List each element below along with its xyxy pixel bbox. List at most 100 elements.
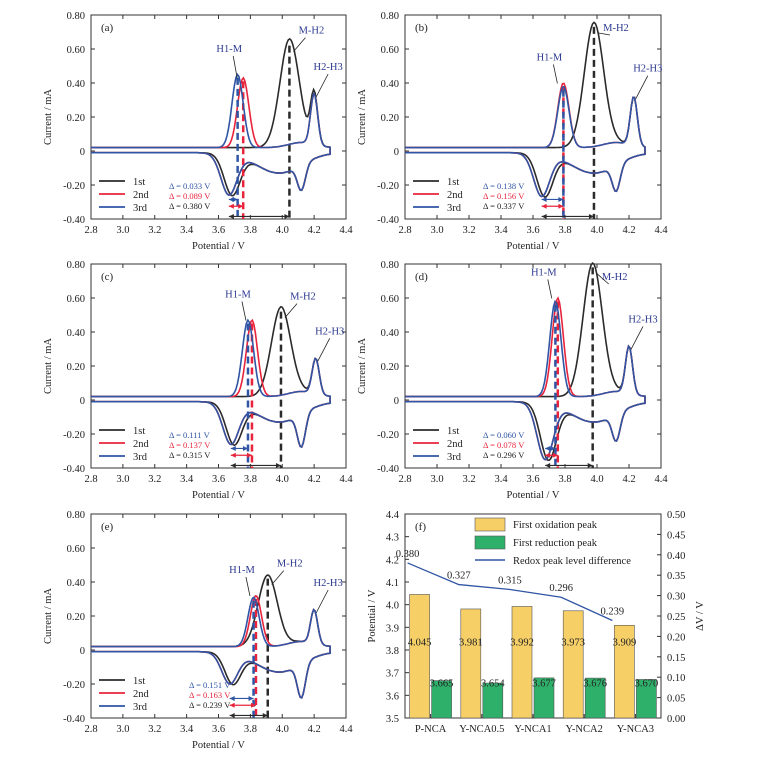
arrow-head [541,196,547,202]
y-tick-label: 0.80 [67,11,85,22]
cv-panel-1: 2.8 3.0 3.2 3.4 3.6 3.8 4.0 4.2 4.4 -0.40 -0.20 0 0.… [43,11,353,252]
legend-label: 1st [447,177,459,188]
x-tick-label: 3.4 [180,474,194,485]
cv-curve-2nd [405,82,646,198]
y-tick-label: 3.8 [386,646,399,657]
y-tick-label: 0.60 [381,45,399,56]
peak-arrow [245,576,251,597]
cv-curve-1st [405,21,646,198]
x-axis-label: Potential / V [192,740,245,751]
y-tick-label: 3.5 [386,714,399,725]
arrow-head [242,445,248,451]
y-tick-label: 0.40 [67,79,85,90]
delta-value: Δ = 0.315 V [169,450,211,460]
diff-value-label: 0.327 [447,571,471,582]
peak-label-h2h3: H2-H3 [314,62,343,73]
peak-arrow [317,338,331,362]
y-tick-label: 0.60 [381,294,399,305]
y-tick-label: -0.20 [63,680,85,691]
legend-label: Redox peak level difference [513,556,631,567]
arrow-head [284,213,290,219]
arrow-head [262,712,268,718]
panel-label: (a) [101,22,114,34]
legend-label: 1st [133,426,145,437]
y-tick-label: -0.40 [63,215,85,226]
y-tick-label: 0.40 [381,328,399,339]
bar-value-label: 3.981 [459,637,483,648]
x-tick-label: 2.8 [398,474,411,485]
bar-value-label: 3.670 [635,678,659,689]
y2-tick-label: 0.50 [667,510,685,521]
x-tick-label: 3.8 [244,225,257,236]
x-tick-label: 2.8 [84,225,97,236]
arrow-head [230,462,236,468]
arrow-head [545,452,551,458]
arrow-head [541,203,547,209]
y-tick-label: 0.20 [67,113,85,124]
peak-label-h2h3: H2-H3 [314,578,343,589]
plot-frame [404,263,662,469]
arrow-head [246,452,252,458]
x-tick-label: Y-NCA1 [514,724,551,735]
x-tick-label: 4.2 [622,225,635,236]
arrow-head [550,445,556,451]
y-tick-label: 0.80 [381,11,399,22]
x-tick-label: 4.2 [308,225,321,236]
panel-label: (d) [415,271,428,283]
bar-oxidation [511,606,533,719]
bar-value-label: 4.045 [408,637,432,648]
arrow-head [545,445,551,451]
y-tick-label: 4.4 [386,510,400,521]
cv-curve-3rd [405,85,646,198]
cv-panel-5: 2.8 3.0 3.2 3.4 3.6 3.8 4.0 4.2 4.4 -0.40 -0.20 0 0.… [43,510,353,751]
x-tick-label: 4.2 [308,474,321,485]
y-tick-label: -0.20 [377,430,399,441]
y-tick-label: 3.9 [386,623,399,634]
y-axis-label: Current / mA [43,338,54,394]
delta-value: Δ = 0.380 V [169,201,211,211]
y-tick-label: -0.20 [63,430,85,441]
bar-panel-f: 3.5 3.6 3.7 3.8 3.9 4.0 4.1 4.2 4.3 4.4 0.00 0.05 0.… [367,510,706,735]
y-tick-label: 0.20 [381,113,399,124]
x-tick-label: 3.6 [526,474,539,485]
arrow-head [587,462,593,468]
x-tick-label: 2.8 [84,474,97,485]
panel-label: (b) [415,22,428,34]
x-tick-label: 4.2 [308,724,321,735]
y-axis-label: Potential / V [367,589,378,642]
y-axis-label: Current / mA [357,338,368,394]
legend-label: 3rd [447,452,462,463]
cv-curve-2nd [405,296,646,461]
x-tick-label: 2.8 [84,724,97,735]
y-tick-label: 0.20 [67,612,85,623]
x-tick-label: 4.4 [654,474,668,485]
x-tick-label: 3.0 [116,724,129,735]
x-axis-label: Potential / V [507,241,560,252]
arrow-head [228,203,234,209]
legend-label: 3rd [447,203,462,214]
cv-curve-2nd [91,76,331,196]
x-tick-label: 3.0 [430,474,443,485]
legend-label: 2nd [447,439,464,450]
bar-value-label: 3.992 [510,637,534,648]
cv-curve-3rd [91,72,331,196]
peak-arrow [315,73,329,98]
y-tick-label: -0.40 [63,464,85,475]
y-axis-label: Current / mA [357,89,368,145]
y-tick-label: 0.80 [381,260,399,271]
legend-label: 2nd [133,689,150,700]
peak-arrow [596,273,609,285]
cv-curve-2nd [91,318,331,449]
arrow-head [230,452,236,458]
peak-arrow [553,64,558,84]
y-tick-label: 0.80 [67,260,85,271]
x-tick-label: P-NCA [415,724,447,735]
delta-value: Δ = 0.156 V [483,191,525,201]
panel-label: (c) [101,271,114,283]
delta-value: Δ = 0.078 V [483,440,525,450]
delta-value: Δ = 0.239 V [189,700,231,710]
arrow-head [250,702,256,708]
y2-tick-label: 0.30 [667,592,685,603]
